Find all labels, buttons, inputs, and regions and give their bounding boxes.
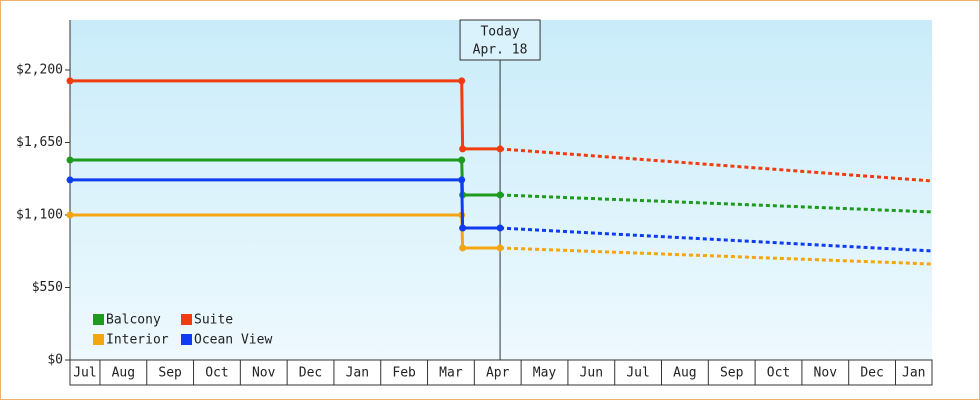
x-tick-label: Sep bbox=[720, 366, 744, 381]
forecast-line bbox=[499, 147, 933, 183]
x-tick-label: Jul bbox=[626, 366, 649, 381]
x-tick-label: Jul bbox=[73, 366, 96, 381]
legend-swatch bbox=[181, 334, 192, 345]
y-tick-label: $550 bbox=[32, 280, 63, 295]
x-tick-label: Nov bbox=[252, 366, 276, 381]
point bbox=[458, 156, 466, 164]
legend-label: Balcony bbox=[106, 313, 161, 328]
x-tick-label: Jan bbox=[346, 366, 369, 381]
legend-label: Ocean View bbox=[194, 333, 272, 348]
legend-label: Interior bbox=[106, 333, 169, 348]
point bbox=[459, 145, 467, 153]
x-tick-label: Feb bbox=[392, 366, 416, 381]
today-label: Today bbox=[480, 25, 519, 40]
x-tick-label: Oct bbox=[767, 366, 790, 381]
point bbox=[496, 191, 504, 199]
price-line bbox=[70, 79, 501, 151]
forecast-line bbox=[499, 226, 933, 253]
x-axis-band bbox=[69, 359, 933, 386]
y-tick-label: $2,200 bbox=[16, 62, 63, 77]
point bbox=[496, 244, 504, 252]
x-tick-label: Mar bbox=[439, 366, 463, 381]
today-box bbox=[459, 19, 541, 61]
today-date: Apr. 18 bbox=[473, 43, 528, 58]
x-tick-label: Jun bbox=[580, 366, 603, 381]
y-tick-label: $1,650 bbox=[16, 135, 63, 150]
x-tick-label: May bbox=[533, 366, 557, 381]
x-tick-label: Aug bbox=[112, 366, 135, 381]
point bbox=[459, 224, 467, 232]
point bbox=[66, 211, 74, 219]
x-tick-label: Sep bbox=[158, 366, 182, 381]
forecast-line bbox=[500, 193, 933, 214]
y-tick-label: $1,100 bbox=[16, 207, 63, 222]
forecast-line bbox=[500, 246, 933, 266]
x-tick-label: Apr bbox=[486, 366, 510, 381]
x-tick-label: Dec bbox=[860, 366, 883, 381]
point bbox=[459, 244, 467, 252]
point bbox=[496, 224, 504, 232]
legend-swatch bbox=[181, 314, 192, 325]
x-tick-label: Aug bbox=[673, 366, 696, 381]
x-tick-label: Jan bbox=[902, 366, 925, 381]
price-line bbox=[70, 178, 501, 230]
legend-label: Suite bbox=[194, 313, 233, 328]
x-tick-label: Nov bbox=[814, 366, 838, 381]
point bbox=[496, 145, 504, 153]
x-tick-label: Dec bbox=[299, 366, 322, 381]
plot-area bbox=[70, 20, 932, 360]
legend-swatch bbox=[93, 314, 104, 325]
point bbox=[458, 176, 466, 184]
point bbox=[66, 156, 74, 164]
y-tick-label: $0 bbox=[47, 353, 63, 368]
x-tick-label: Oct bbox=[205, 366, 228, 381]
point bbox=[458, 77, 466, 85]
legend-swatch bbox=[93, 334, 104, 345]
point bbox=[66, 77, 74, 85]
point bbox=[66, 176, 74, 184]
